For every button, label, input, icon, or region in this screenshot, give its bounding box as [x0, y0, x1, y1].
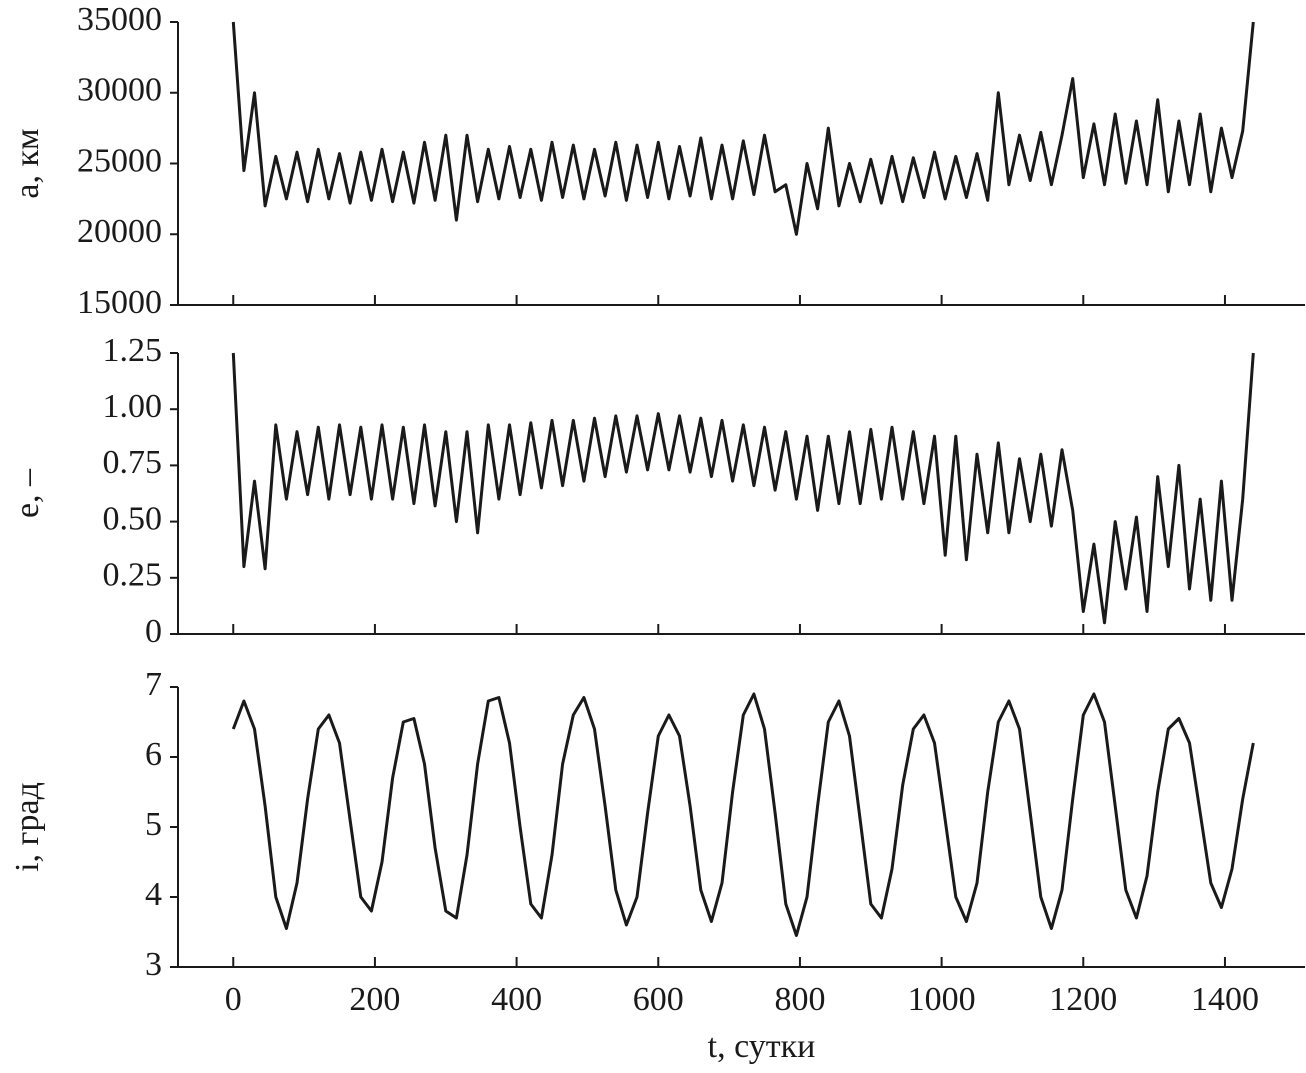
y-tick-label: 15000: [77, 284, 162, 321]
y-tick-label: 25000: [77, 142, 162, 179]
y-tick-label: 0.75: [103, 444, 163, 481]
x-axis-label: t, сутки: [708, 1028, 816, 1065]
y-axis-label: e, –: [9, 468, 46, 518]
y-axis-label: a, км: [9, 128, 46, 198]
y-tick-label: 1.25: [103, 332, 163, 369]
y-tick-label: 6: [145, 736, 162, 773]
x-tick-label: 200: [349, 981, 400, 1018]
x-tick-label: 1200: [1049, 981, 1117, 1018]
x-tick-label: 0: [225, 981, 242, 1018]
y-tick-label: 5: [145, 806, 162, 843]
x-tick-label: 400: [491, 981, 542, 1018]
y-tick-label: 0.50: [103, 500, 163, 537]
x-tick-label: 1000: [908, 981, 976, 1018]
x-tick-label: 600: [633, 981, 684, 1018]
y-tick-label: 3: [145, 946, 162, 983]
y-tick-label: 7: [145, 666, 162, 703]
y-tick-label: 20000: [77, 213, 162, 250]
x-tick-label: 800: [774, 981, 825, 1018]
y-tick-label: 0.25: [103, 557, 163, 594]
y-tick-label: 0: [145, 613, 162, 650]
y-tick-label: 4: [145, 876, 162, 913]
y-axis-label: i, град: [9, 782, 46, 872]
data-line: [231, 352, 1255, 625]
y-tick-label: 35000: [77, 1, 162, 38]
x-tick-label: 1400: [1191, 981, 1259, 1018]
data-line: [231, 692, 1255, 937]
y-tick-label: 30000: [77, 72, 162, 109]
data-line: [231, 21, 1255, 236]
y-tick-label: 1.00: [103, 388, 163, 425]
